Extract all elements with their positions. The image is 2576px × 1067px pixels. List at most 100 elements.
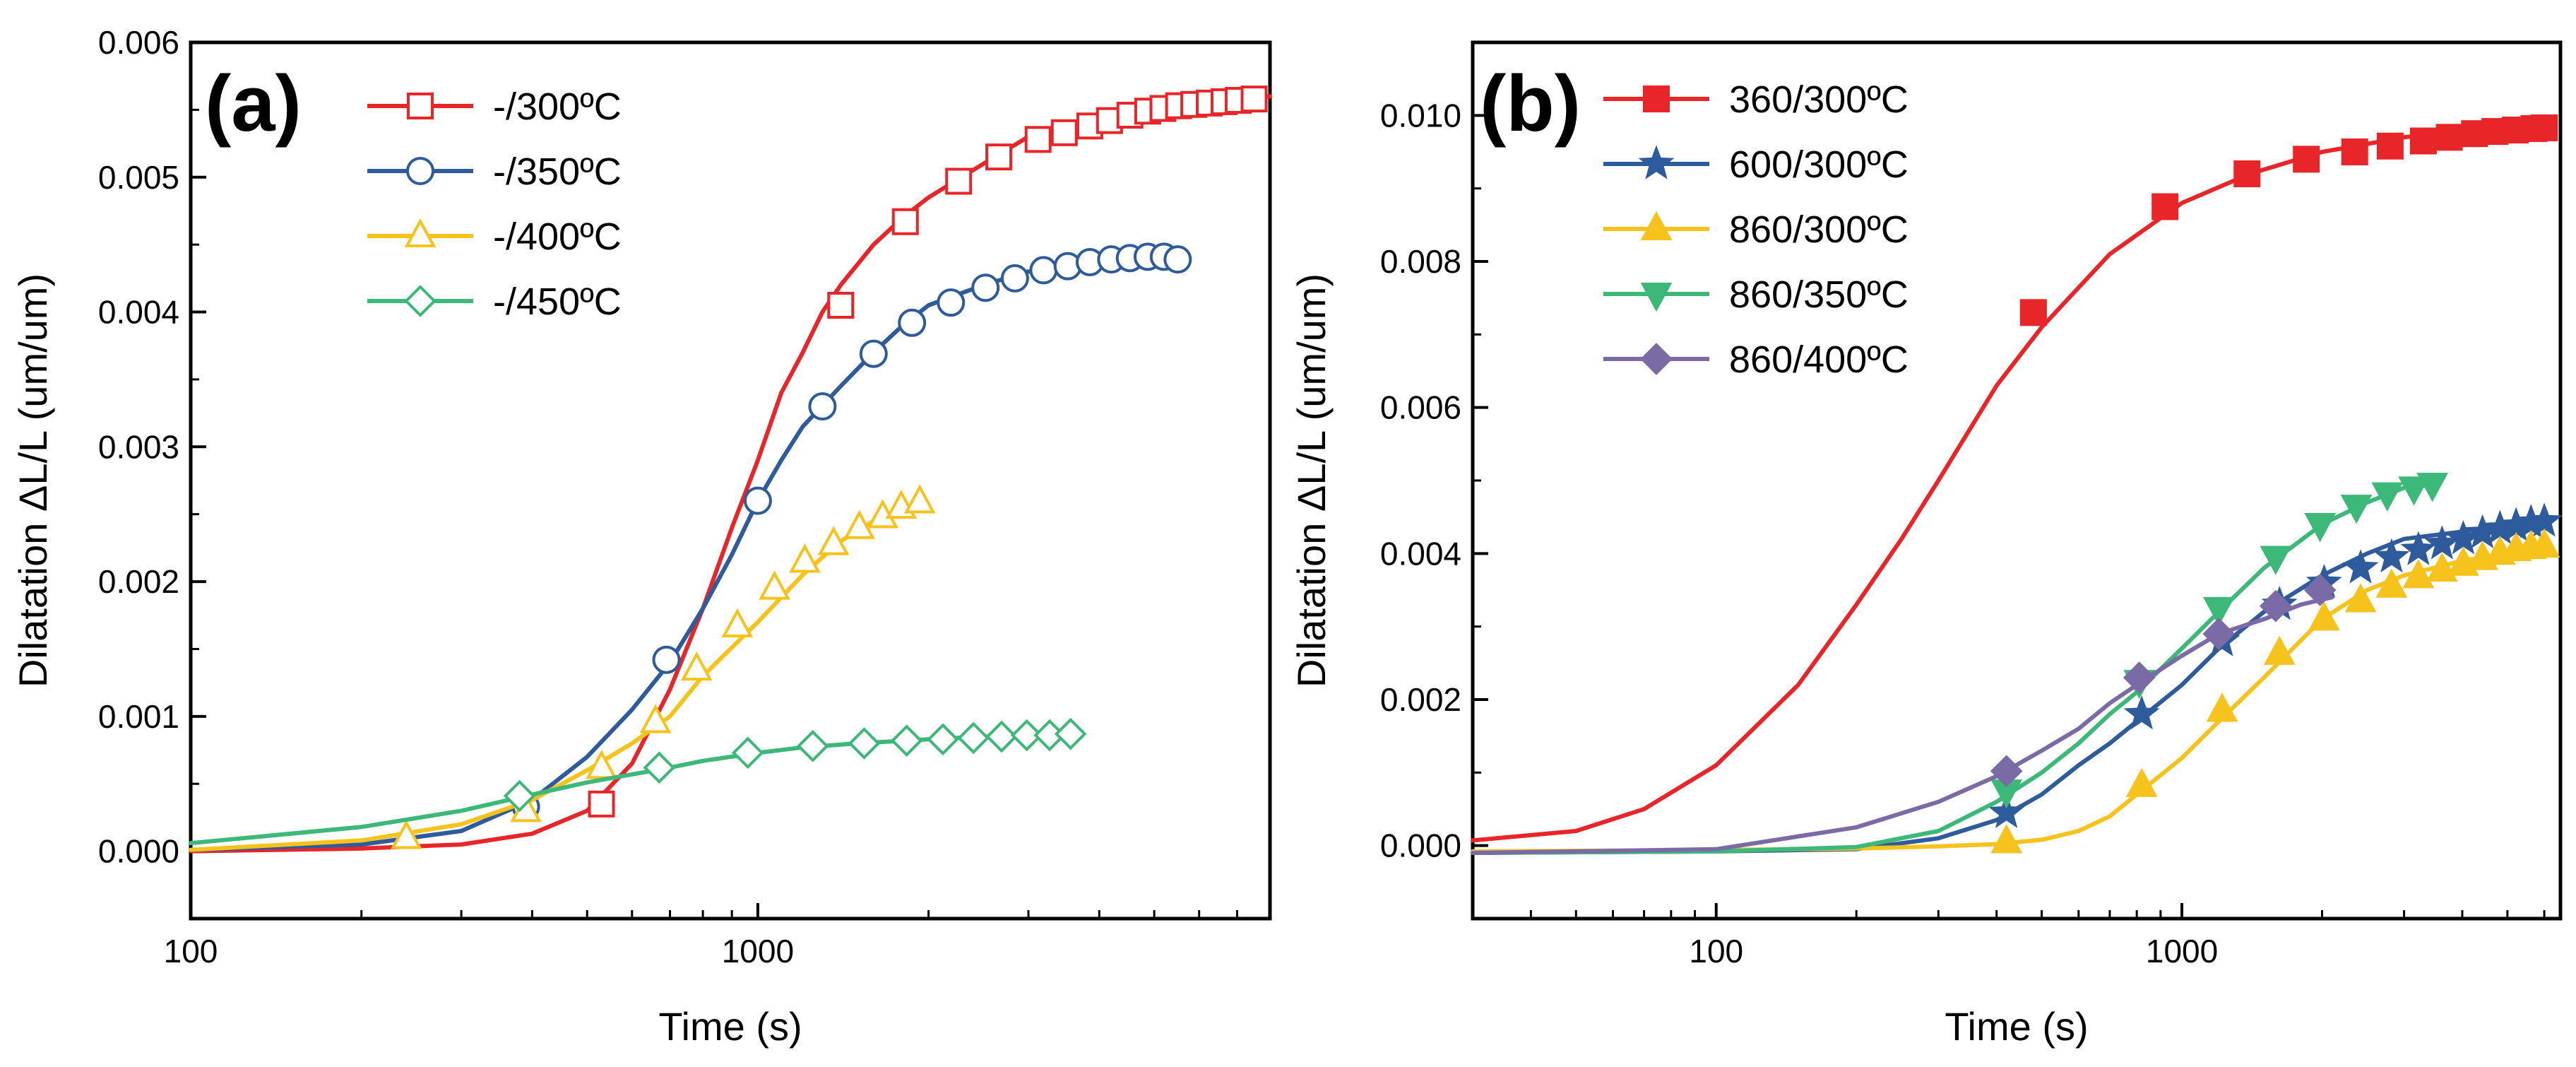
series-2 (189, 484, 936, 852)
series-line (189, 94, 1272, 854)
data-point (957, 721, 990, 755)
legend-marker (1640, 343, 1673, 375)
legend-marker (404, 218, 437, 247)
data-point (731, 736, 764, 770)
data-point (2376, 132, 2404, 160)
x-axis-title: Time (s) (658, 1004, 802, 1049)
data-point (789, 543, 821, 573)
panel-label: (b) (1480, 59, 1581, 148)
legend-item: 860/300ºC (1603, 208, 1909, 251)
series-line (1471, 518, 2547, 855)
data-point (721, 608, 754, 638)
data-point (937, 288, 966, 317)
data-point (903, 484, 936, 514)
data-point (1010, 719, 1043, 752)
data-point (2400, 531, 2437, 565)
legend-label: 860/400ºC (1729, 338, 1909, 381)
data-point (2259, 589, 2292, 623)
legend-item: -/400ºC (367, 216, 622, 258)
data-point (859, 339, 888, 368)
x-tick-label: 100 (1689, 933, 1743, 969)
data-point (891, 208, 919, 235)
legend-label: 860/300ºC (1729, 208, 1909, 251)
legend-label: -/350ºC (493, 151, 622, 193)
data-point (643, 751, 676, 784)
data-point (2375, 568, 2408, 598)
data-point (1000, 264, 1029, 293)
y-axis: 0.000 0.002 0.004 0.006 0.008 0.010 (1380, 97, 1488, 864)
legend-item: -/350ºC (367, 151, 622, 193)
y-tick-label: 0.000 (98, 833, 179, 870)
data-point (2206, 692, 2238, 722)
y-tick-label: 0.002 (1380, 681, 1461, 718)
data-point (2263, 635, 2296, 665)
data-point (827, 292, 855, 319)
legend-item: 360/300ºC (1603, 78, 1909, 121)
data-point (796, 729, 829, 762)
legend: 360/300ºC 600/300ºC 860/300ºC 860/350ºC 860/… (1603, 78, 1909, 381)
data-point (1163, 245, 1192, 274)
y-tick-label: 0.004 (1380, 535, 1461, 572)
series-1 (1471, 502, 2563, 855)
series-line (1471, 482, 2438, 855)
y-tick-label: 0.004 (98, 294, 179, 331)
data-point (2202, 596, 2235, 627)
data-point (1240, 86, 1268, 113)
data-point (1050, 119, 1078, 146)
x-axis: 100 1000 (164, 903, 1238, 969)
data-point (1029, 256, 1058, 285)
data-point (2402, 559, 2435, 589)
data-point (817, 526, 850, 555)
data-point (2528, 528, 2560, 558)
data-point (848, 727, 881, 760)
panel-label: (a) (205, 59, 302, 148)
data-point (390, 820, 422, 849)
data-point (759, 570, 790, 600)
data-point (639, 704, 672, 733)
legend-marker (1643, 86, 1670, 112)
data-point (2531, 114, 2558, 141)
series-1 (189, 242, 1192, 852)
x-axis-title: Time (s) (1945, 1004, 2088, 1049)
y-axis: 0.000 0.001 0.002 0.003 0.004 0.005 0.006 (98, 24, 206, 870)
y-tick-label: 0.006 (98, 24, 179, 61)
legend-marker (1640, 283, 1673, 312)
series-3 (1471, 473, 2448, 855)
data-point (808, 392, 837, 421)
legend-label: -/300ºC (493, 86, 622, 128)
data-point (2409, 127, 2437, 155)
data-point (2125, 767, 2158, 797)
series-2 (1471, 528, 2560, 854)
legend-marker (1638, 145, 1675, 179)
data-point (1988, 794, 2025, 828)
data-point (2303, 574, 2337, 606)
legend-item: 600/300ºC (1603, 143, 1909, 186)
series-0 (189, 86, 1272, 854)
data-point (843, 509, 875, 539)
y-tick-label: 0.010 (1380, 97, 1461, 134)
y-tick-label: 0.006 (1380, 389, 1461, 426)
data-point (2019, 299, 2047, 326)
data-point (2344, 583, 2377, 613)
legend: -/300ºC -/350ºC -/400ºC -/450ºC (367, 86, 622, 323)
data-point (1990, 755, 2023, 788)
series-line (189, 256, 1180, 852)
series-layer (1471, 114, 2563, 855)
series-0 (1471, 114, 2558, 843)
series-layer (189, 86, 1272, 854)
data-point (743, 486, 772, 515)
data-point (2233, 160, 2261, 187)
x-tick-label: 1000 (2146, 933, 2218, 969)
data-point (680, 651, 713, 681)
series-line (1471, 595, 2334, 855)
legend-label: 360/300ºC (1729, 78, 1909, 121)
legend-marker (407, 93, 434, 119)
plot-frame (189, 40, 1272, 921)
data-point (2526, 502, 2563, 537)
data-point (588, 790, 615, 818)
x-axis: 100 1000 (1529, 903, 2546, 969)
data-point (2151, 193, 2179, 220)
data-point (2398, 476, 2430, 506)
